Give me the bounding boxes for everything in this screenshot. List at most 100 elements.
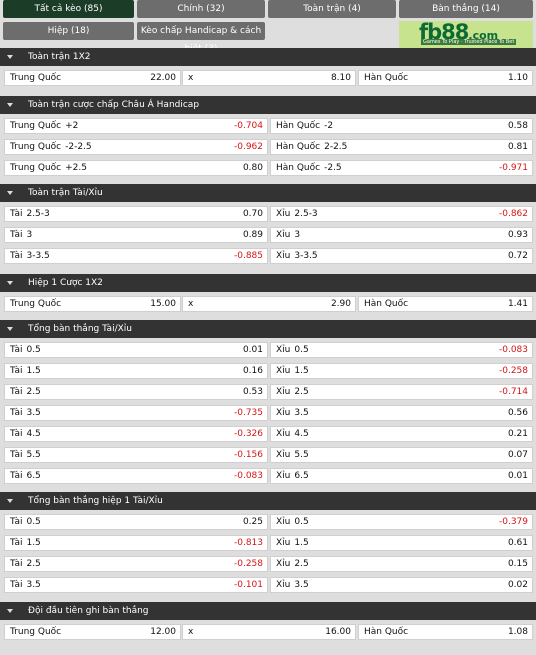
odds-cell[interactable]: Hàn Quốc 1.10 — [358, 70, 533, 86]
handicap-value: 3.5 — [294, 580, 309, 590]
odds-cell[interactable]: Hàn Quốc 1.08 — [358, 624, 533, 640]
collapse-arrow-icon[interactable] — [7, 281, 13, 285]
handicap-value: +2.5 — [65, 163, 87, 173]
tab-half[interactable]: Hiệp (18) — [3, 22, 134, 40]
tab-handicap[interactable]: Kèo chấp Handicap & cách biệt (3) — [137, 22, 265, 54]
odds-cell[interactable]: Xỉu 3.5 0.02 — [270, 577, 533, 593]
section-header[interactable]: Tổng bàn thắng hiệp 1 Tài/Xỉu — [0, 492, 536, 510]
odds-cell[interactable]: Tài 2.5 -0.258 — [4, 556, 268, 572]
selection-label: Trung Quốc +2.5 — [10, 161, 87, 175]
selection-name: Tài — [10, 450, 23, 460]
handicap-value: 1.5 — [26, 366, 41, 376]
odds-cell[interactable]: Xỉu 5.5 0.07 — [270, 447, 533, 463]
odds-cell[interactable]: Xỉu 2.5-3 -0.862 — [270, 206, 533, 222]
collapse-arrow-icon[interactable] — [7, 55, 13, 59]
selection-name: Trung Quốc — [10, 627, 62, 637]
odds-value: -0.258 — [498, 366, 528, 376]
odds-value: 2.90 — [330, 299, 351, 309]
selection-label: Hàn Quốc -2 — [276, 119, 333, 133]
odds-cell[interactable]: x 8.10 — [182, 70, 356, 86]
collapse-arrow-icon[interactable] — [7, 327, 13, 331]
odds-cell[interactable]: Trung Quốc 15.00 — [4, 296, 181, 312]
odds-value: 0.02 — [507, 580, 528, 590]
market-tabs: Tất cả kèo (85) Chính (32) Toàn trận (4)… — [0, 0, 536, 54]
odds-cell[interactable]: Tài 0.5 0.01 — [4, 342, 268, 358]
odds-value: 0.25 — [242, 517, 263, 527]
selection-label: Xỉu 4.5 — [276, 427, 309, 441]
odds-cell[interactable]: Xỉu 3.5 0.56 — [270, 405, 533, 421]
odds-cell[interactable]: Tài 6.5 -0.083 — [4, 468, 268, 484]
odds-cell[interactable]: Xỉu 1.5 0.61 — [270, 535, 533, 551]
odds-cell[interactable]: Xỉu 1.5 -0.258 — [270, 363, 533, 379]
odds-cell[interactable]: Trung Quốc -2-2.5 -0.962 — [4, 139, 268, 155]
odds-cell[interactable]: Xỉu 3-3.5 0.72 — [270, 248, 533, 264]
odds-cell[interactable]: Xỉu 4.5 0.21 — [270, 426, 533, 442]
selection-name: Xỉu — [276, 538, 291, 548]
selection-name: Hàn Quốc — [364, 627, 409, 637]
odds-cell[interactable]: Tài 3 0.89 — [4, 227, 268, 243]
odds-cell[interactable]: Xỉu 0.5 -0.083 — [270, 342, 533, 358]
tab-full-time[interactable]: Toàn trận (4) — [268, 0, 396, 18]
odds-cell[interactable]: Trung Quốc +2.5 0.80 — [4, 160, 268, 176]
odds-cell[interactable]: Hàn Quốc 1.41 — [358, 296, 533, 312]
odds-cell[interactable]: Tài 3-3.5 -0.885 — [4, 248, 268, 264]
selection-label: Tài 5.5 — [10, 448, 41, 462]
odds-cell[interactable]: Tài 3.5 -0.101 — [4, 577, 268, 593]
odds-cell[interactable]: Tài 1.5 -0.813 — [4, 535, 268, 551]
selection-name: Tài — [10, 580, 23, 590]
odds-cell[interactable]: x 16.00 — [182, 624, 356, 640]
collapse-arrow-icon[interactable] — [7, 191, 13, 195]
fb88-logo: fb88.com — [419, 21, 499, 44]
section-header[interactable]: Hiệp 1 Cược 1X2 — [0, 274, 536, 292]
odds-cell[interactable]: Xỉu 2.5 0.15 — [270, 556, 533, 572]
selection-name: Trung Quốc — [10, 73, 62, 83]
odds-cell[interactable]: x 2.90 — [182, 296, 356, 312]
odds-cell[interactable]: Hàn Quốc 2-2.5 0.81 — [270, 139, 533, 155]
odds-cell[interactable]: Xỉu 3 0.93 — [270, 227, 533, 243]
fb88-ad-banner[interactable]: fb88.com Games To Play · Trusted Place T… — [399, 21, 533, 48]
odds-cell[interactable]: Hàn Quốc -2.5 -0.971 — [270, 160, 533, 176]
odds-cell[interactable]: Tài 4.5 -0.326 — [4, 426, 268, 442]
collapse-arrow-icon[interactable] — [7, 103, 13, 107]
odds-cell[interactable]: Tài 2.5 0.53 — [4, 384, 268, 400]
collapse-arrow-icon[interactable] — [7, 499, 13, 503]
odds-cell[interactable]: Tài 2.5-3 0.70 — [4, 206, 268, 222]
odds-value: -0.326 — [233, 429, 263, 439]
selection-label: Hàn Quốc — [364, 297, 408, 311]
section-header[interactable]: Toàn trận 1X2 — [0, 48, 536, 66]
selection-name: Xỉu — [276, 345, 291, 355]
section-header[interactable]: Toàn trận Tài/Xỉu — [0, 184, 536, 202]
handicap-value: 3.5 — [26, 408, 41, 418]
odds-cell[interactable]: Trung Quốc 12.00 — [4, 624, 181, 640]
selection-label: x — [188, 625, 193, 639]
odds-cell[interactable]: Xỉu 6.5 0.01 — [270, 468, 533, 484]
odds-cell[interactable]: Tài 0.5 0.25 — [4, 514, 268, 530]
collapse-arrow-icon[interactable] — [7, 609, 13, 613]
handicap-value: 3-3.5 — [26, 251, 50, 261]
section-header[interactable]: Tổng bàn thắng Tài/Xỉu — [0, 320, 536, 338]
odds-cell[interactable]: Trung Quốc 22.00 — [4, 70, 181, 86]
odds-cell[interactable]: Hàn Quốc -2 0.58 — [270, 118, 533, 134]
odds-cell[interactable]: Tài 3.5 -0.735 — [4, 405, 268, 421]
section-title: Tổng bàn thắng Tài/Xỉu — [28, 324, 132, 334]
tab-goals[interactable]: Bàn thắng (14) — [399, 0, 533, 18]
handicap-value: 3.5 — [294, 408, 309, 418]
handicap-value: 1.5 — [294, 366, 309, 376]
selection-label: Xỉu 0.5 — [276, 343, 309, 357]
section-title: Tổng bàn thắng hiệp 1 Tài/Xỉu — [28, 496, 163, 506]
section-header[interactable]: Toàn trận cược chấp Châu Á Handicap — [0, 96, 536, 114]
odds-value: 0.16 — [242, 366, 263, 376]
odds-cell[interactable]: Xỉu 2.5 -0.714 — [270, 384, 533, 400]
selection-name: Hàn Quốc — [276, 121, 321, 131]
handicap-value: 0.5 — [294, 345, 309, 355]
section-header[interactable]: Đội đầu tiên ghi bàn thắng — [0, 602, 536, 620]
selection-name: Tài — [10, 209, 23, 219]
tab-all-markets[interactable]: Tất cả kèo (85) — [3, 0, 134, 18]
odds-cell[interactable]: Tài 1.5 0.16 — [4, 363, 268, 379]
odds-cell[interactable]: Tài 5.5 -0.156 — [4, 447, 268, 463]
tab-main[interactable]: Chính (32) — [137, 0, 265, 18]
handicap-value: 2.5 — [26, 387, 41, 397]
odds-cell[interactable]: Xỉu 0.5 -0.379 — [270, 514, 533, 530]
odds-cell[interactable]: Trung Quốc +2 -0.704 — [4, 118, 268, 134]
odds-value: -0.083 — [233, 471, 263, 481]
